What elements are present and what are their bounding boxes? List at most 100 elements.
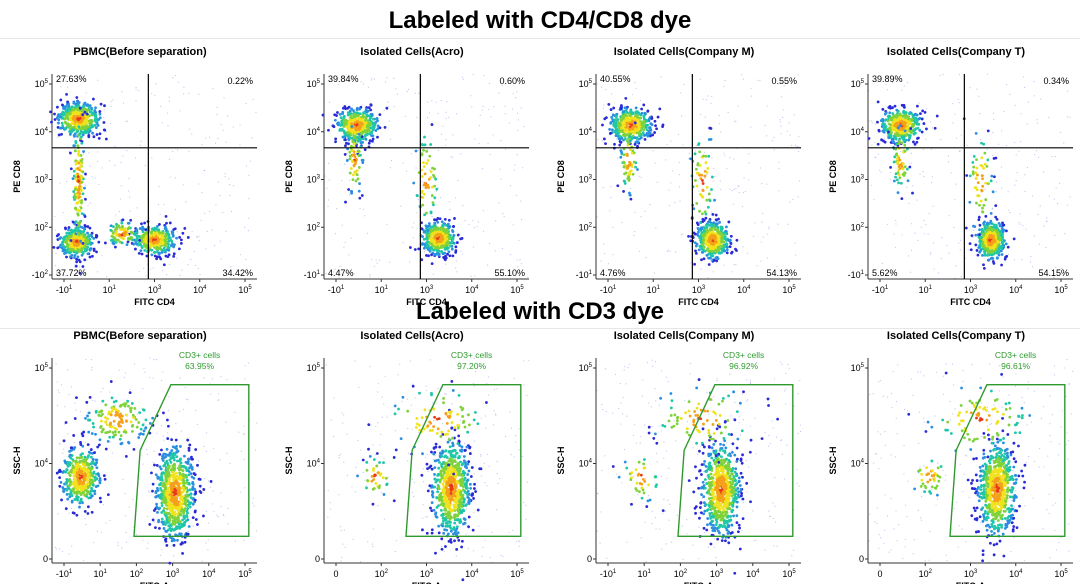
scatter-point	[198, 93, 200, 95]
scatter-point	[611, 119, 615, 123]
scatter-point	[80, 141, 84, 145]
scatter-point	[120, 241, 124, 245]
scatter-point	[728, 245, 732, 249]
scatter-point	[713, 167, 715, 170]
scatter-point	[73, 149, 77, 153]
scatter-point	[68, 130, 71, 133]
scatter-point	[361, 158, 365, 162]
scatter-point	[630, 111, 634, 115]
scatter-point	[633, 142, 637, 146]
scatter-point	[909, 271, 912, 273]
scatter-point	[149, 242, 153, 246]
scatter-point	[629, 197, 633, 201]
scatter-point	[1009, 93, 1011, 95]
scatter-point	[920, 226, 922, 228]
scatter-point	[420, 227, 424, 231]
scatter-point	[224, 173, 226, 175]
scatter-point	[941, 236, 943, 239]
scatter-point	[185, 201, 187, 203]
scatter-point	[743, 177, 745, 179]
scatter-point	[714, 244, 718, 248]
scatter-point	[1040, 98, 1042, 100]
scatter-point	[56, 125, 60, 129]
scatter-point	[648, 126, 651, 130]
scatter-point	[1021, 259, 1023, 261]
scatter-point	[628, 134, 632, 138]
scatter-point	[778, 161, 780, 163]
scatter-point	[435, 245, 439, 249]
scatter-point	[104, 241, 107, 245]
scatter-point	[633, 234, 635, 237]
scatter-point	[638, 112, 642, 116]
scatter-point	[493, 106, 495, 108]
scatter-point	[444, 243, 448, 247]
scatter-point	[626, 111, 629, 115]
scatter-point	[723, 264, 725, 266]
scatter-point	[614, 134, 618, 138]
quadrant-percent-lower-left: 4.47%	[328, 268, 354, 278]
scatter-point	[78, 192, 82, 195]
scatter-point	[621, 114, 624, 118]
scatter-point	[420, 153, 424, 157]
scatter-point	[337, 84, 339, 86]
scatter-point	[343, 135, 347, 139]
scatter-point	[140, 237, 144, 241]
scatter-point	[935, 114, 939, 118]
scatter-point	[74, 226, 78, 230]
scatter-point	[88, 255, 92, 259]
scatter-point	[164, 244, 168, 248]
scatter-point	[431, 215, 433, 217]
scatter-point	[162, 269, 164, 271]
scatter-point	[481, 109, 483, 111]
scatter-point	[901, 89, 903, 91]
scatter-point	[516, 259, 518, 261]
scatter-point	[1026, 123, 1028, 125]
scatter-point	[75, 260, 79, 264]
scatter-point	[653, 272, 655, 274]
scatter-point	[75, 122, 79, 126]
scatter-point	[619, 124, 622, 127]
scatter-point	[453, 217, 456, 220]
scatter-point	[712, 258, 716, 262]
scatter-point	[71, 229, 75, 233]
scatter-point	[76, 221, 80, 225]
scatter-point	[746, 252, 749, 254]
scatter-point	[90, 125, 94, 129]
scatter-point	[198, 235, 200, 237]
scatter-point	[163, 234, 167, 238]
scatter-point	[76, 112, 80, 116]
scatter-point	[977, 218, 981, 222]
chart-title: Isolated Cells(Company M)	[613, 46, 755, 58]
scatter-point	[470, 95, 472, 97]
scatter-point	[179, 241, 183, 245]
scatter-point	[773, 149, 775, 151]
scatter-point	[452, 134, 454, 136]
scatter-point	[363, 148, 367, 152]
scatter-point	[481, 168, 484, 170]
scatter-point	[723, 237, 727, 241]
scatter-point	[706, 167, 710, 170]
scatter-point	[109, 160, 111, 162]
scatter-point	[515, 81, 517, 83]
scatter-point	[430, 194, 434, 197]
quadrant-percent-upper-left: 40.55%	[600, 74, 631, 84]
scatter-point	[876, 100, 880, 104]
scatter-point	[169, 176, 171, 178]
scatter-point	[353, 273, 355, 275]
scatter-point	[978, 223, 982, 227]
scatter-point	[930, 148, 933, 150]
scatter-point	[442, 255, 446, 259]
scatter-point	[344, 163, 346, 165]
scatter-point	[613, 142, 616, 146]
scatter-point	[143, 248, 147, 252]
scatter-point	[705, 185, 709, 189]
scatter-point	[132, 242, 136, 246]
scatter-point	[742, 78, 744, 80]
scatter-point	[677, 133, 680, 136]
scatter-point	[712, 271, 714, 273]
y-tick-label: 104	[35, 127, 49, 137]
y-tick-label: 105	[307, 79, 321, 89]
scatter-point	[138, 270, 140, 272]
scatter-point	[367, 106, 371, 110]
scatter-point	[175, 236, 178, 240]
